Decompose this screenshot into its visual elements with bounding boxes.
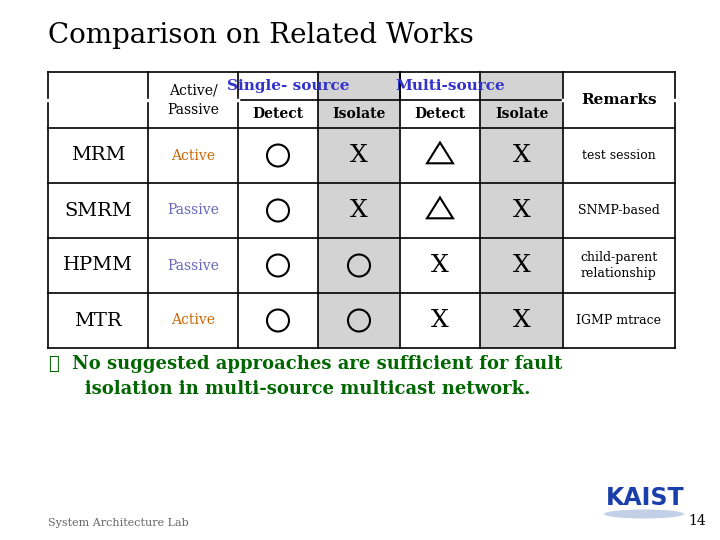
Text: Passive: Passive	[167, 204, 219, 218]
Text: Active: Active	[171, 314, 215, 327]
Text: 14: 14	[688, 514, 706, 528]
Text: SMRM: SMRM	[64, 201, 132, 219]
Text: X: X	[431, 254, 449, 277]
Text: Detect: Detect	[253, 107, 304, 121]
Text: Isolate: Isolate	[333, 107, 386, 121]
Text: X: X	[513, 144, 531, 167]
Text: Isolate: Isolate	[495, 107, 548, 121]
Text: IGMP mtrace: IGMP mtrace	[577, 314, 662, 327]
Bar	[318, 72, 400, 348]
Text: X: X	[431, 309, 449, 332]
Text: X: X	[350, 144, 368, 167]
Text: ※: ※	[48, 355, 59, 373]
Text: X: X	[513, 254, 531, 277]
Text: X: X	[513, 199, 531, 222]
Bar	[480, 72, 563, 348]
Text: Single- source: Single- source	[227, 79, 349, 93]
Text: Comparison on Related Works: Comparison on Related Works	[48, 22, 474, 49]
Text: Active/
Passive: Active/ Passive	[167, 83, 219, 117]
Text: HPMM: HPMM	[63, 256, 133, 274]
Text: X: X	[350, 199, 368, 222]
Text: Passive: Passive	[167, 259, 219, 273]
Text: MTR: MTR	[74, 312, 122, 329]
Text: System Architecture Lab: System Architecture Lab	[48, 518, 189, 528]
Text: SNMP-based: SNMP-based	[578, 204, 660, 217]
Text: KAIST: KAIST	[606, 486, 685, 510]
Text: Active: Active	[171, 148, 215, 163]
Text: No suggested approaches are sufficient for fault
   isolation in multi-source mu: No suggested approaches are sufficient f…	[66, 355, 562, 398]
Text: Detect: Detect	[415, 107, 466, 121]
Ellipse shape	[604, 510, 684, 518]
Text: child-parent
relationship: child-parent relationship	[580, 251, 657, 280]
Text: MRM: MRM	[71, 146, 125, 165]
Text: Multi-source: Multi-source	[395, 79, 505, 93]
Text: test session: test session	[582, 149, 656, 162]
Text: X: X	[513, 309, 531, 332]
Text: Remarks: Remarks	[581, 93, 657, 107]
